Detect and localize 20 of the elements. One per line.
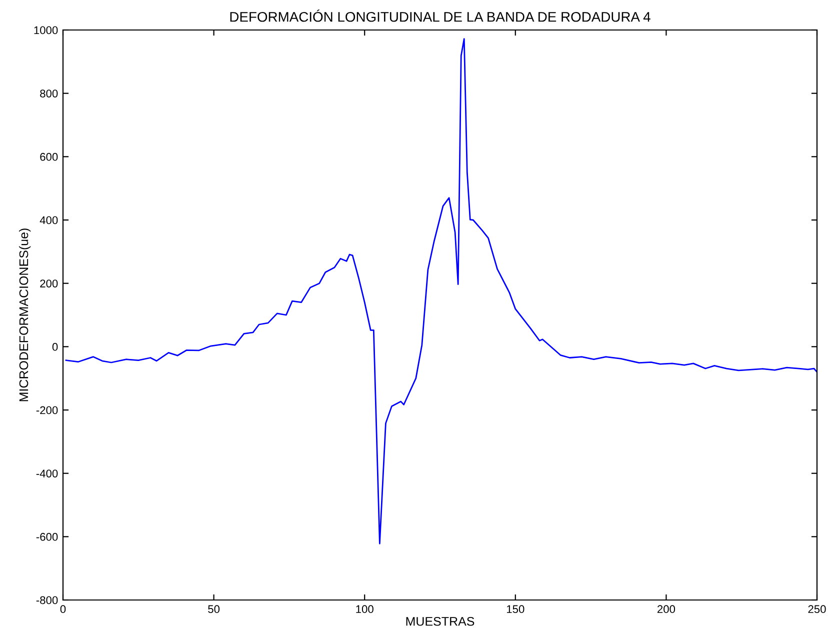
- y-tick-label: -600: [36, 532, 58, 541]
- x-tick-label: 200: [657, 605, 676, 614]
- x-tick-label: 250: [808, 605, 826, 614]
- chart-title: DEFORMACIÓN LONGITUDINAL DE LA BANDA DE RODADURA 4: [230, 10, 650, 22]
- x-tick-label: 0: [60, 605, 66, 614]
- y-tick-label: -400: [36, 470, 58, 478]
- y-tick-label: 600: [40, 152, 58, 161]
- line-series: [65, 38, 817, 544]
- y-axis-title: MICRODEFORMACIONES(ue): [18, 228, 31, 402]
- y-tick-label: 0: [52, 342, 58, 351]
- x-tick-label: 150: [506, 605, 524, 614]
- y-tick-label: 800: [40, 90, 58, 98]
- y-tick-label: 200: [40, 280, 58, 288]
- x-tick-label: 50: [208, 605, 220, 614]
- y-tick-label: -800: [36, 596, 58, 604]
- y-tick-label: 400: [40, 216, 58, 224]
- x-axis-title: MUESTRAS: [406, 616, 474, 626]
- y-tick-label: -200: [36, 406, 58, 414]
- y-tick-label: 1000: [34, 26, 58, 34]
- x-tick-label: 100: [356, 605, 374, 614]
